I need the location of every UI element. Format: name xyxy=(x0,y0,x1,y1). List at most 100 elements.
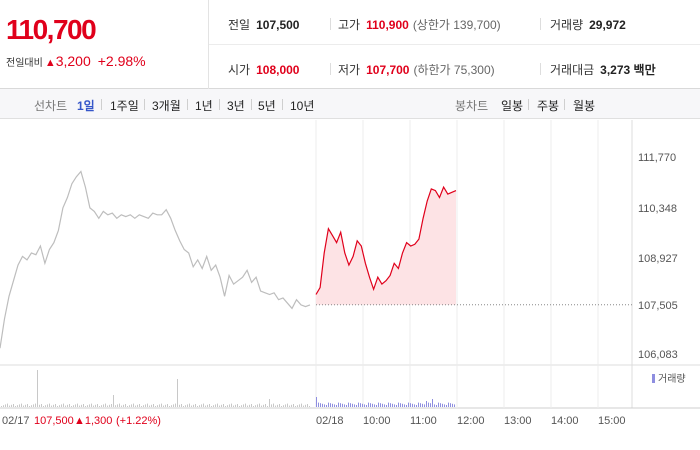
x-tick-label: 10:00 xyxy=(363,415,391,427)
volume-bar xyxy=(219,405,220,407)
volume-bar xyxy=(428,402,429,407)
stat-open: 시가 108,000 xyxy=(228,63,300,77)
volume-bar xyxy=(79,405,80,407)
volume-bar xyxy=(31,405,32,407)
volume-bar xyxy=(211,406,212,407)
volume-bar xyxy=(450,403,451,407)
tab-3year[interactable]: 3년 xyxy=(227,99,245,113)
volume-bar xyxy=(364,404,365,407)
volume-bar xyxy=(239,406,240,407)
volume-bar xyxy=(424,404,425,407)
volume-bar xyxy=(105,403,106,407)
volume-bar xyxy=(113,395,114,407)
volume-bar xyxy=(99,406,100,407)
volume-bar xyxy=(3,405,4,407)
volume-bar xyxy=(65,405,66,407)
stat-prev-close: 전일 107,500 xyxy=(228,18,300,32)
volume-bar xyxy=(440,403,441,407)
volume-bar xyxy=(249,404,250,407)
volume-bar xyxy=(173,404,174,407)
volume-bar xyxy=(103,404,104,407)
volume-bar xyxy=(277,404,278,407)
volume-bar xyxy=(287,403,288,407)
volume-bar xyxy=(201,404,202,407)
volume-bar xyxy=(299,404,300,407)
tab-daily-candle[interactable]: 일봉 xyxy=(501,99,524,113)
volume-bar xyxy=(235,404,236,407)
price-box: 110,700 전일대비 ▲3,200 +2.98% xyxy=(0,0,209,89)
tab-1day[interactable]: 1일 xyxy=(77,99,95,113)
volume-bar xyxy=(289,405,290,407)
volume-bar xyxy=(263,404,264,407)
volume-bar xyxy=(309,406,310,407)
volume-bar xyxy=(442,403,443,407)
volume-bar xyxy=(305,404,306,407)
tab-monthly-candle[interactable]: 월봉 xyxy=(573,99,596,113)
summary-divider xyxy=(209,44,700,45)
volume-bar xyxy=(430,403,431,407)
intraday-price-chart[interactable]: 111,770 110,348 108,927 107,505 106,083 … xyxy=(0,120,700,450)
tab-weekly-candle[interactable]: 주봉 xyxy=(537,99,560,113)
volume-bar xyxy=(91,403,92,407)
line-chart-label: 선차트 xyxy=(34,99,68,113)
volume-bar xyxy=(61,404,62,407)
volume-bar xyxy=(382,403,383,407)
volume-bar xyxy=(139,404,140,407)
volume-bar xyxy=(53,404,54,407)
volume-bar xyxy=(33,404,34,407)
tab-separator xyxy=(187,99,188,110)
volume-bar xyxy=(420,403,421,407)
tab-3month[interactable]: 3개월 xyxy=(152,99,181,113)
volume-bar xyxy=(209,404,210,407)
volume-bar xyxy=(374,404,375,407)
volume-bar xyxy=(125,404,126,407)
volume-bar xyxy=(179,404,180,407)
volume-bar xyxy=(402,403,403,407)
volume-bar xyxy=(378,402,379,407)
volume-bar xyxy=(237,404,238,407)
stat-separator xyxy=(540,18,541,30)
volume-bar xyxy=(89,404,90,407)
tab-separator xyxy=(282,99,283,110)
today-price-line xyxy=(315,185,457,305)
tab-5year[interactable]: 5년 xyxy=(258,99,276,113)
volume-bar xyxy=(322,403,323,407)
volume-bar xyxy=(404,404,405,407)
tab-1week[interactable]: 1주일 xyxy=(110,99,139,113)
volume-bar xyxy=(370,403,371,407)
volume-bar xyxy=(73,405,74,407)
volume-bar xyxy=(227,405,228,407)
volume-bar xyxy=(167,404,168,407)
volume-bar xyxy=(352,403,353,407)
volume-bar xyxy=(241,405,242,407)
volume-bar xyxy=(29,406,30,407)
volume-bar xyxy=(145,404,146,407)
volume-bar xyxy=(225,406,226,407)
volume-bar xyxy=(281,406,282,407)
volume-bar xyxy=(360,403,361,407)
volume-bar xyxy=(275,405,276,407)
volume-bar xyxy=(340,403,341,407)
volume-bar xyxy=(155,406,156,407)
volume-legend-swatch xyxy=(652,374,655,383)
stat-volume: 거래량 29,972 xyxy=(550,18,626,32)
volume-bar xyxy=(75,404,76,407)
volume-bar xyxy=(157,405,158,407)
tab-10year[interactable]: 10년 xyxy=(290,99,315,113)
volume-bar xyxy=(354,404,355,407)
y-tick-label: 110,348 xyxy=(638,203,677,215)
volume-bar xyxy=(386,405,387,407)
volume-bar xyxy=(25,404,26,407)
volume-bar xyxy=(93,405,94,407)
volume-bar xyxy=(5,404,6,407)
tab-1year[interactable]: 1년 xyxy=(195,99,213,113)
volume-bar xyxy=(149,405,150,407)
price-change: 전일대비 ▲3,200 +2.98% xyxy=(6,53,146,69)
change-value: 3,200 xyxy=(55,53,91,69)
volume-bars xyxy=(1,370,455,407)
volume-bar xyxy=(454,404,455,407)
volume-bar xyxy=(129,405,130,407)
volume-bar xyxy=(380,403,381,407)
stock-summary: 110,700 전일대비 ▲3,200 +2.98% 전일 107,500 고가 110… xyxy=(0,0,700,89)
volume-bar xyxy=(261,405,262,407)
